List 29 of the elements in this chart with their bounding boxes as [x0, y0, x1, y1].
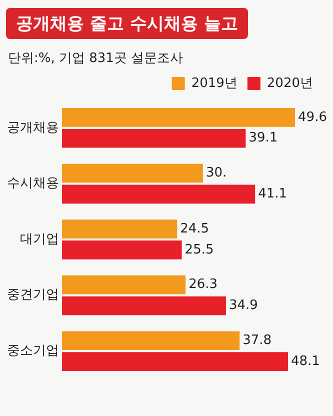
bar — [62, 296, 226, 316]
data-label: 41.1 — [258, 186, 288, 202]
y-tick-label: 수시채용 — [7, 176, 59, 192]
bar — [62, 184, 256, 204]
data-label: 34.9 — [228, 298, 258, 314]
bar — [62, 240, 182, 260]
data-label: 49.6 — [298, 110, 327, 125]
data-label: 39.1 — [248, 130, 278, 146]
bar — [62, 352, 288, 371]
y-tick-label: 중소기업 — [7, 343, 59, 358]
y-tick-label: 공개채용 — [7, 120, 59, 136]
legend-label: 2019년 — [191, 76, 238, 91]
bar — [62, 275, 186, 294]
legend-label: 2020년 — [266, 76, 314, 91]
y-tick-label: 대기업 — [20, 232, 59, 247]
data-label: 26.3 — [188, 277, 218, 292]
chart-subtitle: 단위:%, 기업 831곳 설문조사 — [8, 50, 184, 67]
bar — [62, 164, 203, 183]
bar — [62, 128, 246, 148]
bar — [62, 220, 178, 238]
data-label: 37.8 — [242, 333, 272, 348]
bar — [62, 331, 240, 350]
data-label: 24.5 — [180, 221, 210, 236]
bar — [62, 108, 296, 127]
y-tick-label: 중견기업 — [7, 288, 59, 303]
chart-title: 공개채용 줄고 수시채용 늘고 — [6, 8, 248, 39]
data-label: 48.1 — [290, 354, 320, 369]
data-label: 30. — [206, 166, 227, 181]
data-label: 25.5 — [184, 242, 214, 258]
